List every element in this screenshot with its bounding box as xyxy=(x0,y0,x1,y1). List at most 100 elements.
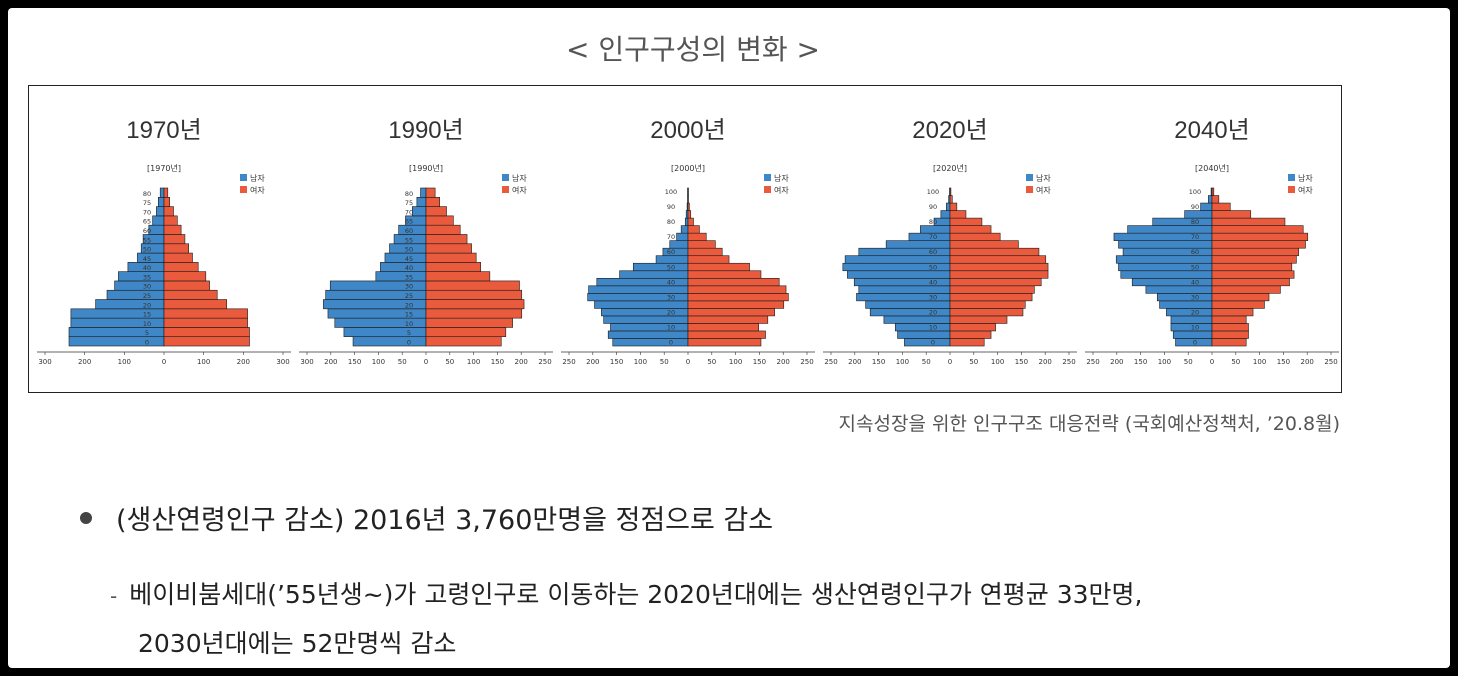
female-bar xyxy=(687,338,762,347)
x-tick-label: 200 xyxy=(1301,358,1314,366)
x-tick-label: 150 xyxy=(872,358,885,366)
legend-female-label: 여자 xyxy=(250,185,265,195)
age-label: 40 xyxy=(929,278,937,286)
female-bar xyxy=(1211,262,1293,272)
male-bar xyxy=(156,206,165,217)
male-bar xyxy=(1131,277,1213,287)
female-bar xyxy=(425,206,447,217)
age-label: 10 xyxy=(143,320,151,328)
legend-female-swatch xyxy=(764,186,771,193)
male-bar xyxy=(1208,195,1213,204)
legend-male-label: 남자 xyxy=(774,174,789,183)
male-bar xyxy=(865,300,951,309)
female-bar xyxy=(687,277,780,287)
female-bar xyxy=(949,300,1026,309)
age-label: 75 xyxy=(405,199,413,207)
female-bar xyxy=(687,323,759,332)
x-tick-label: 200 xyxy=(848,358,861,366)
female-bar xyxy=(949,338,985,347)
male-bar xyxy=(1152,217,1213,226)
legend-female-label: 여자 xyxy=(512,185,527,195)
x-tick-label: 150 xyxy=(1134,358,1147,366)
female-bar xyxy=(687,240,716,249)
age-label: 75 xyxy=(143,199,151,207)
female-bar xyxy=(1211,300,1265,309)
male-bar xyxy=(118,271,165,282)
x-tick-label: 50 xyxy=(922,358,931,366)
female-bar xyxy=(1211,277,1290,287)
age-label: 20 xyxy=(929,308,937,316)
female-bar xyxy=(163,336,250,347)
female-bar xyxy=(425,327,507,338)
age-label: 70 xyxy=(143,208,151,216)
male-bar xyxy=(844,255,951,264)
female-bar xyxy=(1211,217,1286,226)
male-bar xyxy=(588,285,689,294)
age-label: 80 xyxy=(405,190,413,198)
male-bar xyxy=(684,217,689,226)
female-bar xyxy=(163,252,193,263)
male-bar xyxy=(68,327,165,338)
female-bar xyxy=(1211,210,1252,219)
age-label: 80 xyxy=(667,218,675,226)
legend-male-label: 남자 xyxy=(1036,174,1051,183)
female-bar xyxy=(949,330,992,339)
male-bar xyxy=(894,323,951,332)
male-bar xyxy=(1172,330,1213,339)
x-tick-label: 300 xyxy=(38,358,51,366)
male-bar xyxy=(1184,210,1213,219)
age-label: 100 xyxy=(1189,188,1201,196)
female-bar xyxy=(425,280,520,291)
female-bar xyxy=(1211,240,1306,249)
age-label: 90 xyxy=(929,203,937,211)
female-bar xyxy=(949,202,958,211)
male-bar xyxy=(858,285,951,294)
x-tick-label: 100 xyxy=(1253,358,1266,366)
male-bar xyxy=(607,330,689,339)
male-bar xyxy=(95,299,165,310)
female-bar xyxy=(949,262,1049,272)
female-bar xyxy=(949,217,983,226)
male-bar xyxy=(1200,202,1213,211)
female-bar xyxy=(1211,202,1231,211)
female-bar xyxy=(163,327,250,338)
age-label: 70 xyxy=(929,233,937,241)
pyramid-title: 2000년 xyxy=(650,117,725,144)
legend-female-swatch xyxy=(1288,186,1295,193)
x-tick-label: 50 xyxy=(969,358,978,366)
pyramid-inner-title: [1970년] xyxy=(147,163,181,173)
age-label: 25 xyxy=(405,292,413,300)
female-bar xyxy=(949,247,1040,257)
age-label: 40 xyxy=(143,264,151,272)
age-label: 0 xyxy=(145,339,149,347)
pyramid-title: 2020년 xyxy=(912,117,987,144)
female-bar xyxy=(1211,323,1249,332)
pyramid-title: 1970년 xyxy=(126,117,201,144)
female-bar xyxy=(1211,255,1297,264)
x-tick-label: 100 xyxy=(896,358,909,366)
age-label: 10 xyxy=(667,323,675,331)
female-bar xyxy=(425,308,523,319)
female-bar xyxy=(1211,308,1254,317)
male-bar xyxy=(106,289,165,300)
age-label: 55 xyxy=(405,236,413,244)
age-label: 0 xyxy=(931,339,935,347)
age-label: 100 xyxy=(665,188,677,196)
age-label: 50 xyxy=(929,263,937,271)
male-bar xyxy=(1120,270,1213,279)
legend-female-label: 여자 xyxy=(1036,185,1051,195)
female-bar xyxy=(949,308,1024,317)
male-bar xyxy=(676,232,689,241)
legend-male-label: 남자 xyxy=(1298,174,1313,183)
sub-bullet-line2: 2030년대에는 52만명씩 감소 xyxy=(138,629,457,658)
female-bar xyxy=(687,262,750,272)
legend-female-swatch xyxy=(502,186,509,193)
female-bar xyxy=(425,187,436,198)
female-bar xyxy=(425,299,525,310)
female-bar xyxy=(1211,330,1249,339)
age-label: 10 xyxy=(1191,323,1199,331)
male-bar xyxy=(375,271,427,282)
male-bar xyxy=(897,330,951,339)
male-bar xyxy=(412,206,427,217)
age-label: 40 xyxy=(1191,278,1199,286)
